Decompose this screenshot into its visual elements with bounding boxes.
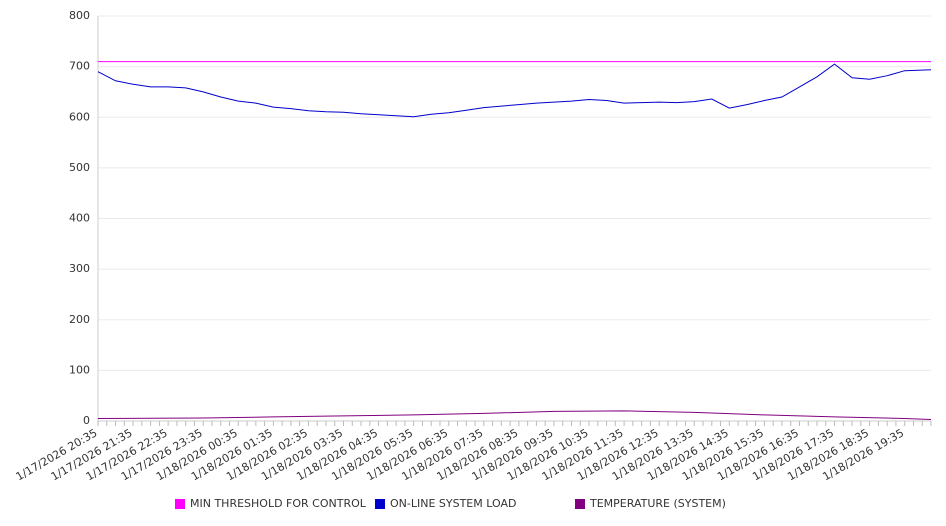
legend-item-system-load: ON-LINE SYSTEM LOAD (375, 497, 516, 510)
gridlines (98, 15, 931, 422)
y-tick-label-500: 500 (69, 161, 90, 174)
legend-label-system-load: ON-LINE SYSTEM LOAD (390, 497, 517, 510)
y-tick-label-600: 600 (69, 110, 90, 123)
y-tick-label-100: 100 (69, 363, 90, 376)
y-tick-label-0: 0 (83, 414, 90, 427)
series-lines (97, 61, 932, 420)
legend-swatch-temperature (575, 498, 585, 509)
legend-label-temperature: TEMPERATURE (SYSTEM) (590, 497, 726, 510)
legend-swatch-system-load (375, 498, 385, 509)
y-tick-label-300: 300 (69, 262, 90, 275)
legend-item-temperature: TEMPERATURE (SYSTEM) (575, 497, 726, 510)
x-axis-ticks: 1/17/2026 20:351/17/2026 21:351/17/2026 … (14, 421, 932, 483)
y-tick-label-700: 700 (69, 60, 90, 73)
y-tick-label-400: 400 (69, 212, 90, 225)
legend-item-min-threshold: MIN THRESHOLD FOR CONTROL (175, 497, 366, 510)
series-line-1 (97, 63, 932, 118)
legend: MIN THRESHOLD FOR CONTROL ON-LINE SYSTEM… (0, 497, 946, 515)
y-tick-label-200: 200 (69, 313, 90, 326)
legend-swatch-min-threshold (175, 498, 185, 509)
y-axis-ticks: 0 100 200 300 400 500 600 700 800 (69, 9, 90, 427)
series-line-2 (97, 410, 932, 420)
y-tick-label-800: 800 (69, 9, 90, 22)
legend-label-min-threshold: MIN THRESHOLD FOR CONTROL (190, 497, 366, 510)
